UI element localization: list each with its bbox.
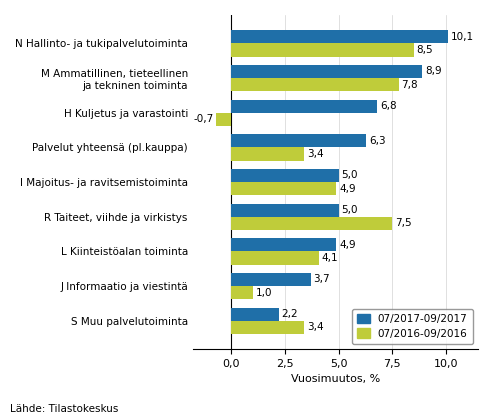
Text: Lähde: Tilastokeskus: Lähde: Tilastokeskus <box>10 404 118 414</box>
Bar <box>231 99 377 113</box>
Bar <box>231 169 339 182</box>
Bar <box>231 251 319 265</box>
Text: -0,7: -0,7 <box>194 114 214 124</box>
Text: 1,0: 1,0 <box>255 287 272 297</box>
Bar <box>231 321 304 334</box>
Bar <box>231 78 399 91</box>
Text: 3,4: 3,4 <box>307 322 323 332</box>
Text: 5,0: 5,0 <box>341 171 357 181</box>
Bar <box>231 65 422 78</box>
Text: 2,2: 2,2 <box>281 309 298 319</box>
Text: 4,9: 4,9 <box>339 183 355 193</box>
Text: 5,0: 5,0 <box>341 205 357 215</box>
X-axis label: Vuosimuutos, %: Vuosimuutos, % <box>291 374 380 384</box>
Text: 4,1: 4,1 <box>322 253 339 263</box>
Bar <box>216 113 231 126</box>
Bar <box>231 203 339 217</box>
Bar <box>231 43 414 57</box>
Text: 6,8: 6,8 <box>380 101 396 111</box>
Bar <box>231 134 366 147</box>
Bar <box>231 217 392 230</box>
Bar <box>231 182 336 195</box>
Text: 4,9: 4,9 <box>339 240 355 250</box>
Text: 7,5: 7,5 <box>395 218 411 228</box>
Bar <box>231 147 304 161</box>
Bar <box>231 286 253 299</box>
Text: 6,3: 6,3 <box>369 136 386 146</box>
Text: 7,8: 7,8 <box>401 79 418 89</box>
Bar <box>231 238 336 251</box>
Text: 3,4: 3,4 <box>307 149 323 159</box>
Bar <box>231 30 448 43</box>
Text: 3,7: 3,7 <box>313 275 330 285</box>
Text: 8,9: 8,9 <box>425 67 441 77</box>
Bar <box>231 273 311 286</box>
Legend: 07/2017-09/2017, 07/2016-09/2016: 07/2017-09/2017, 07/2016-09/2016 <box>352 309 473 344</box>
Text: 8,5: 8,5 <box>416 45 433 55</box>
Bar <box>231 307 279 321</box>
Text: 10,1: 10,1 <box>451 32 474 42</box>
